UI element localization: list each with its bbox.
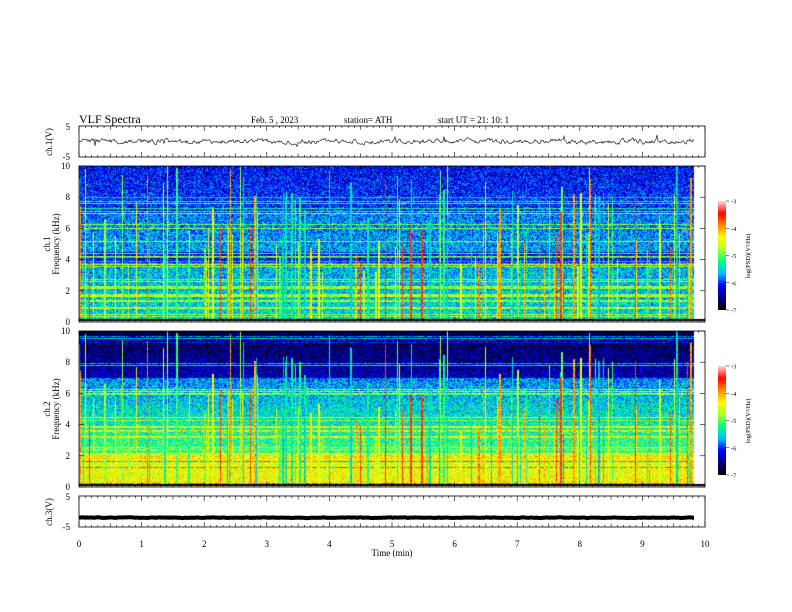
- colorbar-tick-label: -6: [731, 280, 737, 287]
- colorbar-tick-label: -5: [731, 418, 736, 425]
- colorbar-tick-label: -7: [731, 308, 737, 315]
- y-tick-label: 10: [61, 161, 71, 171]
- y-tick-label: 8: [66, 357, 71, 367]
- ch2-spec-ylabel-1: ch.2: [42, 401, 52, 416]
- colorbar-tick-label: -4: [731, 226, 737, 233]
- x-axis-label: Time (min): [372, 548, 413, 558]
- ch2-spec-yticks: 0 2 4 6 8 10: [61, 326, 706, 492]
- x-tick-label: 4: [327, 539, 332, 549]
- y-tick-label: 6: [66, 388, 71, 398]
- y-tick-label: 4: [66, 255, 71, 265]
- ch1-ytick-bottom: -5: [63, 152, 71, 162]
- y-tick-label: 2: [66, 286, 71, 296]
- ch3-ylabel: ch.3(V): [44, 498, 54, 526]
- ch3-ytick-bottom: -5: [63, 522, 71, 532]
- ch2-colorbar-label: log(PSD)(V²/Hz): [745, 399, 752, 444]
- x-tick-label: 6: [452, 539, 457, 549]
- y-tick-label: 6: [66, 223, 71, 233]
- ch1-ticks: [78, 126, 706, 157]
- x-tick-label: 0: [77, 539, 82, 549]
- ch2-colorbar: -3 -4 -5 -6 -7 log(PSD)(V²/Hz): [718, 364, 752, 480]
- ch1-trace: [78, 134, 695, 148]
- x-tick-label: 9: [640, 539, 645, 549]
- ch3-ticks: [78, 496, 706, 527]
- x-tick-label: 2: [202, 539, 207, 549]
- ch1-colorbar-ticks: -3 -4 -5 -6 -7: [726, 199, 737, 315]
- y-tick-label: 0: [66, 482, 71, 492]
- x-tick-label: 10: [701, 539, 711, 549]
- y-tick-label: 2: [66, 451, 71, 461]
- date-label: Feb. 5 , 2023: [251, 115, 299, 125]
- colorbar-tick-label: -7: [731, 473, 737, 480]
- ch1-ytick-top: 5: [66, 122, 71, 132]
- colorbar-tick-label: -3: [731, 364, 736, 371]
- x-tick-label: 1: [139, 539, 144, 549]
- ch1-colorbar-image: [718, 201, 726, 310]
- ch3-ytick-top: 5: [66, 492, 71, 502]
- ch2-spectrogram-panel: 0 2 4 6 8 10 ch.2 Frequency (kHz): [42, 326, 706, 492]
- start-ut-label: start UT = 21: 10: 1: [438, 115, 509, 125]
- ch2-colorbar-ticks: -3 -4 -5 -6 -7: [726, 364, 737, 480]
- y-tick-label: 4: [66, 420, 71, 430]
- ch1-colorbar-label: log(PSD)(V²/Hz): [745, 234, 752, 279]
- ch1-spec-ylabel-1: ch.1: [42, 236, 52, 251]
- ch1-spectrogram-image: [79, 166, 705, 322]
- colorbar-tick-label: -5: [731, 253, 736, 260]
- x-tick-label: 7: [515, 539, 520, 549]
- figure-title: VLF Spectra: [79, 112, 141, 126]
- colorbar-tick-label: -6: [731, 445, 737, 452]
- ch2-spec-ylabel-2: Frequency (kHz): [51, 378, 61, 439]
- ch3-trace: [78, 515, 695, 521]
- x-tick-label: 5: [390, 539, 395, 549]
- colorbar-tick-label: -4: [731, 391, 737, 398]
- x-tick-label: 8: [578, 539, 583, 549]
- ch1-waveform-panel: 5 -5 ch.1(V): [44, 122, 706, 162]
- station-label: station= ATH: [344, 115, 393, 125]
- ch1-spec-ylabel-2: Frequency (kHz): [51, 213, 61, 274]
- ch2-colorbar-image: [718, 366, 726, 475]
- x-tick-label: 3: [265, 539, 270, 549]
- ch1-ylabel: ch.1(V): [44, 128, 54, 156]
- x-tick-labels: 0 1 2 3 4 5 6 7 8 9 10: [77, 539, 710, 549]
- y-tick-label: 8: [66, 192, 71, 202]
- ch3-waveform-panel: 5 -5 ch.3(V): [44, 492, 706, 532]
- ch2-spectrogram-image: [79, 331, 705, 487]
- ch1-spec-yticks: 0 2 4 6 8 10: [61, 161, 706, 327]
- ch1-colorbar: -3 -4 -5 -6 -7 log(PSD)(V²/Hz): [718, 199, 752, 315]
- ch1-spectrogram-panel: 0 2 4 6 8 10 ch.1 Frequency (kHz): [42, 161, 706, 327]
- y-tick-label: 0: [66, 317, 71, 327]
- colorbar-tick-label: -3: [731, 199, 736, 206]
- y-tick-label: 10: [61, 326, 71, 336]
